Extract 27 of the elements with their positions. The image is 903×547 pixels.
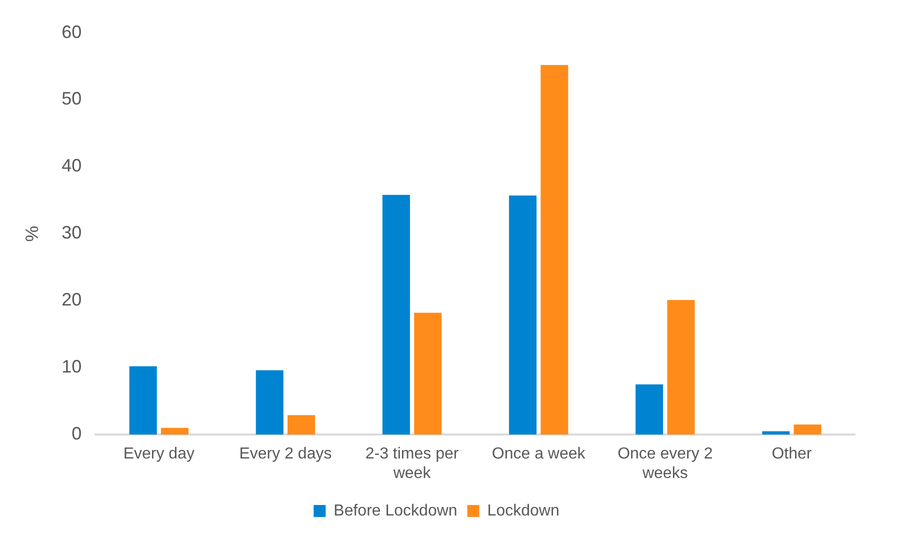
bar xyxy=(636,384,664,435)
bar xyxy=(160,428,188,435)
y-tick-label: 10 xyxy=(62,356,82,377)
bar xyxy=(540,64,568,435)
x-tick-label: 2-3 times per week xyxy=(365,446,460,482)
legend-label: Lockdown xyxy=(487,502,560,520)
bar xyxy=(509,196,537,435)
x-tick-label: Other xyxy=(772,446,812,463)
y-tick-label: 40 xyxy=(62,156,82,176)
bar xyxy=(288,415,316,435)
y-tick-label: 20 xyxy=(62,290,82,310)
x-tick-label: Once every 2 weeks xyxy=(618,446,713,482)
y-axis-title: % xyxy=(22,226,42,242)
x-tick-label: Every 2 days xyxy=(239,446,332,463)
y-tick-label: 30 xyxy=(62,222,82,243)
x-tick-label: Every day xyxy=(123,446,194,463)
bar xyxy=(256,370,284,435)
bar xyxy=(667,300,695,435)
bar xyxy=(382,194,410,435)
legend-label: Before Lockdown xyxy=(334,502,458,520)
bar xyxy=(129,366,157,435)
y-tick-label: 60 xyxy=(62,22,82,42)
bar xyxy=(414,312,442,435)
y-tick-label: 50 xyxy=(62,88,82,109)
x-tick-label: Once a week xyxy=(492,446,586,463)
bar xyxy=(794,424,822,435)
y-tick-label: 0 xyxy=(72,424,82,444)
